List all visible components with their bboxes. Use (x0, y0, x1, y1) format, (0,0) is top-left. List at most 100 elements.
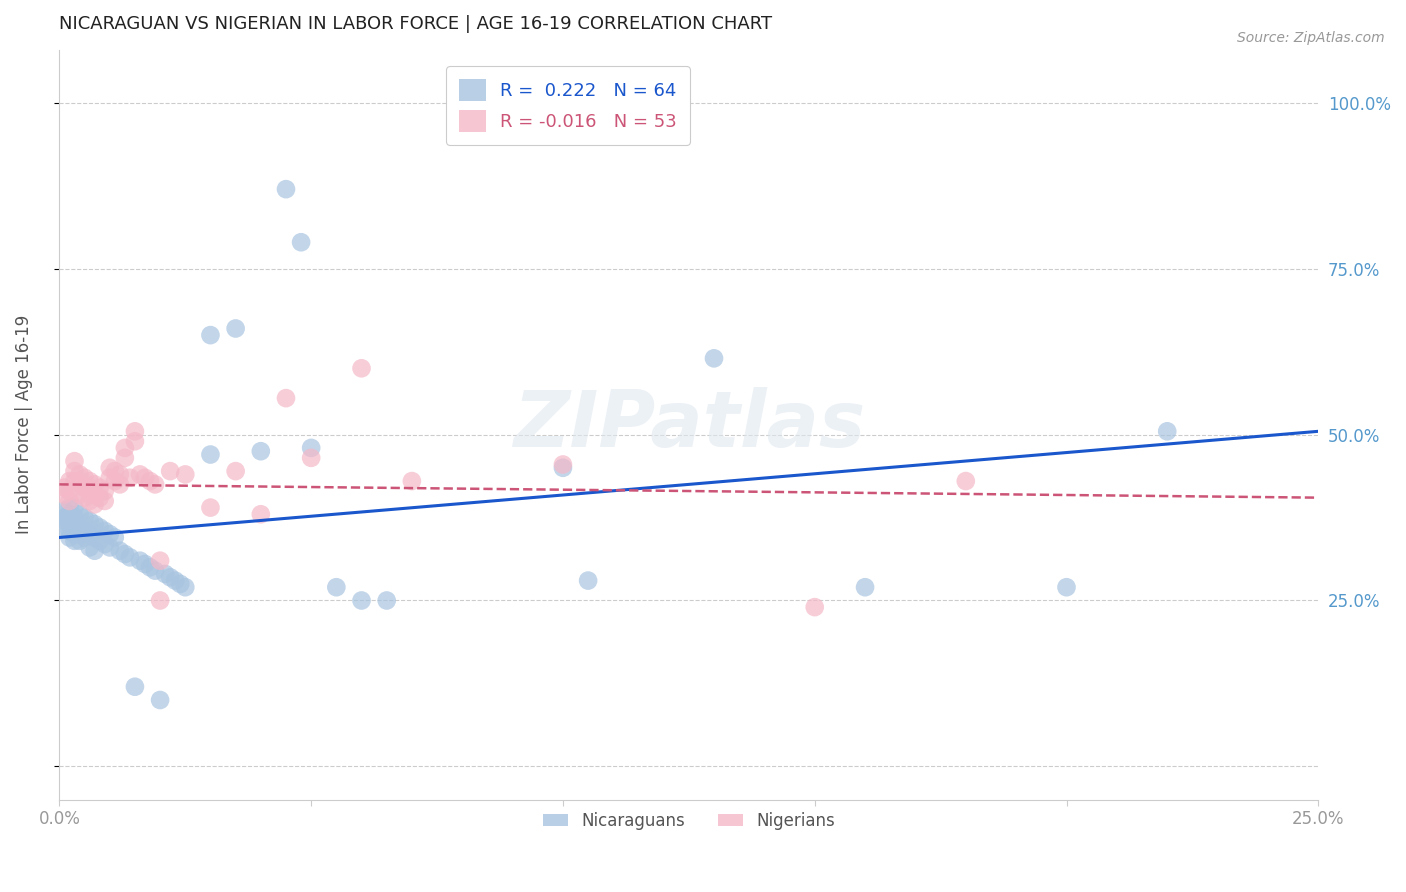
Point (169, 577, 191, 591)
Point (53, 487, 76, 501)
Point (703, 351, 725, 366)
Point (225, 321, 247, 335)
Point (139, 474, 162, 488)
Point (73, 481, 96, 495)
Point (165, 574, 187, 588)
Point (124, 680, 146, 694)
Point (104, 464, 127, 478)
Point (299, 441, 322, 455)
Point (134, 471, 156, 485)
Point (58, 508, 80, 522)
Point (803, 600, 825, 615)
Point (83, 497, 105, 511)
Point (200, 448, 222, 462)
Point (143, 477, 166, 491)
Point (134, 557, 156, 571)
Point (200, 500, 222, 515)
Point (93, 524, 115, 538)
Point (955, 474, 977, 488)
Point (53, 514, 76, 528)
Point (108, 543, 131, 558)
Point (124, 434, 146, 449)
Point (124, 425, 146, 439)
Point (73, 531, 96, 545)
Point (159, 464, 181, 478)
Point (98, 471, 121, 485)
Point (63, 510, 86, 524)
Point (69, 527, 91, 541)
Point (63, 533, 86, 548)
Point (63, 464, 86, 478)
Point (69, 533, 91, 548)
Point (98, 527, 121, 541)
Point (299, 450, 322, 465)
Point (83, 487, 105, 501)
Legend: Nicaraguans, Nigerians: Nicaraguans, Nigerians (536, 805, 842, 836)
Text: Source: ZipAtlas.com: Source: ZipAtlas.com (1237, 31, 1385, 45)
Point (53, 520, 76, 534)
Point (114, 450, 136, 465)
Point (576, 574, 599, 588)
Point (114, 441, 136, 455)
Point (174, 580, 197, 594)
Point (149, 554, 172, 568)
Point (108, 477, 131, 491)
Point (58, 500, 80, 515)
Point (200, 328, 222, 343)
Point (83, 517, 105, 532)
Point (93, 483, 115, 498)
Point (104, 474, 127, 488)
Point (79, 483, 101, 498)
Point (139, 560, 162, 574)
Point (401, 474, 423, 488)
Point (174, 467, 197, 482)
Text: NICARAGUAN VS NIGERIAN IN LABOR FORCE | AGE 16-19 CORRELATION CHART: NICARAGUAN VS NIGERIAN IN LABOR FORCE | … (59, 15, 772, 33)
Point (83, 477, 105, 491)
Point (325, 580, 347, 594)
Point (274, 182, 297, 196)
Point (98, 541, 121, 555)
Point (73, 491, 96, 505)
Point (63, 474, 86, 488)
Point (375, 593, 398, 607)
Point (290, 235, 312, 250)
Point (274, 391, 297, 405)
Point (69, 487, 91, 501)
Point (1056, 580, 1078, 594)
Point (159, 570, 181, 584)
Point (58, 494, 80, 508)
Point (69, 467, 91, 482)
Point (551, 460, 574, 475)
Point (118, 550, 141, 565)
Point (63, 454, 86, 468)
Point (89, 533, 111, 548)
Point (93, 494, 115, 508)
Point (58, 483, 80, 498)
Point (104, 531, 127, 545)
Text: ZIPatlas: ZIPatlas (513, 386, 865, 463)
Point (79, 514, 101, 528)
Point (89, 520, 111, 534)
Point (69, 520, 91, 534)
Point (249, 508, 271, 522)
Point (69, 508, 91, 522)
Point (153, 566, 176, 581)
Point (1156, 425, 1178, 439)
Point (93, 537, 115, 551)
Point (89, 491, 111, 505)
Point (225, 464, 247, 478)
Point (118, 471, 141, 485)
Point (249, 444, 271, 458)
Point (63, 500, 86, 515)
Point (73, 510, 96, 524)
Point (350, 361, 373, 376)
Point (73, 524, 96, 538)
Point (63, 517, 86, 532)
Point (58, 524, 80, 538)
Point (79, 494, 101, 508)
Point (79, 541, 101, 555)
Point (350, 593, 373, 607)
Point (79, 474, 101, 488)
Point (129, 554, 152, 568)
Point (551, 458, 574, 472)
